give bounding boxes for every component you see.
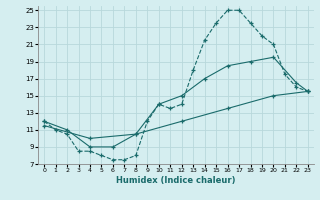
X-axis label: Humidex (Indice chaleur): Humidex (Indice chaleur) (116, 176, 236, 185)
